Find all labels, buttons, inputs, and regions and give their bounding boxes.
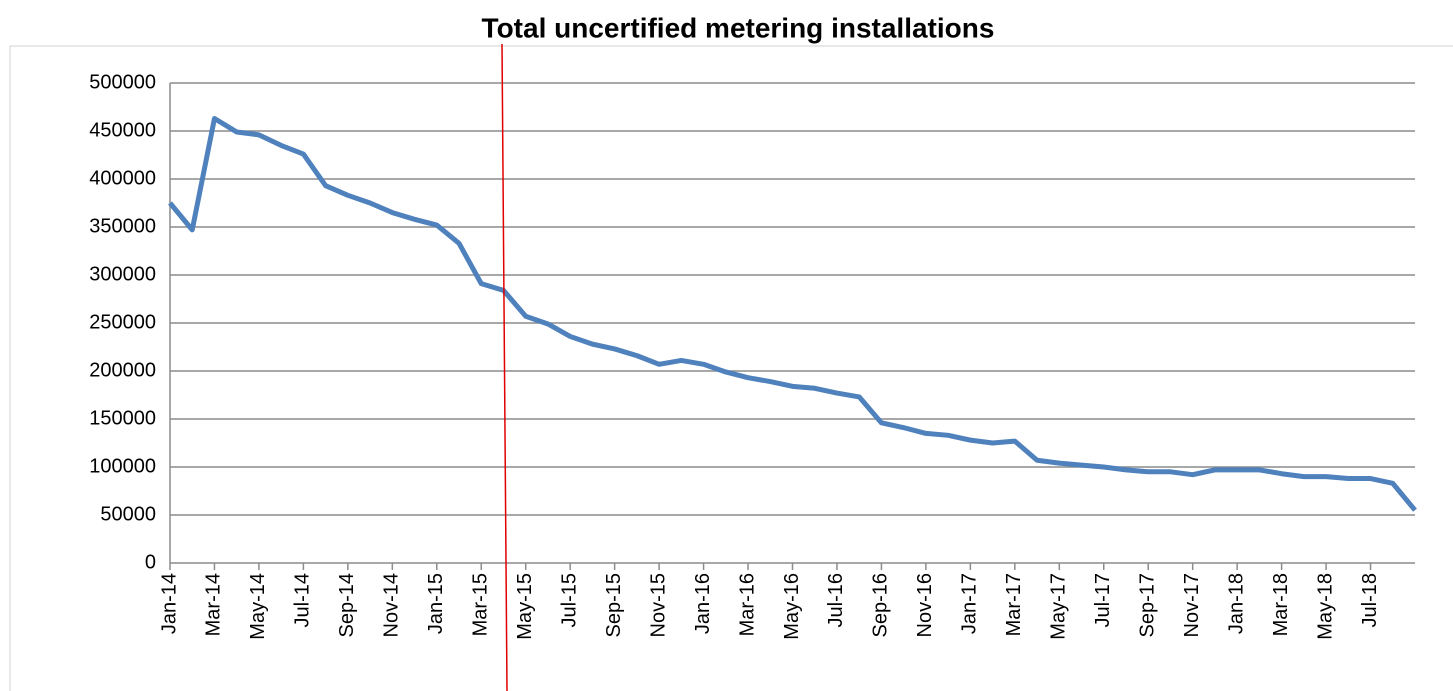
x-tick-label: Mar-18 bbox=[1270, 573, 1292, 636]
x-tick-label: Sep-16 bbox=[870, 573, 892, 638]
chart-frame bbox=[9, 45, 1453, 691]
x-tick-label: Jul-15 bbox=[558, 573, 580, 627]
x-tick-label: Mar-16 bbox=[736, 573, 758, 636]
y-tick-label: 250000 bbox=[89, 311, 156, 333]
y-tick-label: 400000 bbox=[89, 167, 156, 189]
x-tick-label: Jan-18 bbox=[1225, 573, 1247, 634]
chart-title: Total uncertified metering installations bbox=[482, 12, 995, 43]
x-tick-label: May-14 bbox=[247, 573, 269, 640]
y-tick-label: 0 bbox=[145, 551, 156, 573]
x-tick-label: Jul-18 bbox=[1359, 573, 1381, 627]
y-tick-label: 300000 bbox=[89, 263, 156, 285]
x-tick-label: May-18 bbox=[1314, 573, 1336, 640]
marker-line bbox=[501, 43, 508, 691]
y-tick-label: 350000 bbox=[89, 215, 156, 237]
x-tick-label: Jan-15 bbox=[425, 573, 447, 634]
x-tick-label: Jul-16 bbox=[825, 573, 847, 627]
x-tick-label: Sep-15 bbox=[603, 573, 625, 638]
x-tick-label: Jan-16 bbox=[692, 573, 714, 634]
x-tick-label: Jan-17 bbox=[959, 573, 981, 634]
x-tick-label: Jul-14 bbox=[292, 573, 314, 627]
y-tick-label: 200000 bbox=[89, 359, 156, 381]
y-tick-label: 150000 bbox=[89, 407, 156, 429]
x-tick-label: Mar-15 bbox=[470, 573, 492, 636]
x-tick-label: Mar-14 bbox=[203, 573, 225, 636]
data-line bbox=[168, 116, 1417, 512]
x-tick-label: Jul-17 bbox=[1092, 573, 1114, 627]
x-tick-label: Mar-17 bbox=[1003, 573, 1025, 636]
x-tick-label: Nov-14 bbox=[381, 573, 403, 637]
x-tick-label: May-16 bbox=[781, 573, 803, 640]
x-tick-label: Sep-17 bbox=[1136, 573, 1158, 638]
y-tick-label: 450000 bbox=[89, 119, 156, 141]
x-tick-label: Nov-15 bbox=[647, 573, 669, 637]
x-tick-label: Sep-14 bbox=[336, 573, 358, 638]
x-tick-label: Nov-16 bbox=[914, 573, 936, 637]
y-tick-label: 500000 bbox=[89, 71, 156, 93]
x-tick-label: Nov-17 bbox=[1181, 573, 1203, 637]
y-tick-label: 100000 bbox=[89, 455, 156, 477]
x-tick-label: May-17 bbox=[1048, 573, 1070, 640]
x-tick-label: May-15 bbox=[514, 573, 536, 640]
x-tick-label: Jan-14 bbox=[158, 573, 180, 634]
y-tick-label: 50000 bbox=[100, 503, 156, 525]
